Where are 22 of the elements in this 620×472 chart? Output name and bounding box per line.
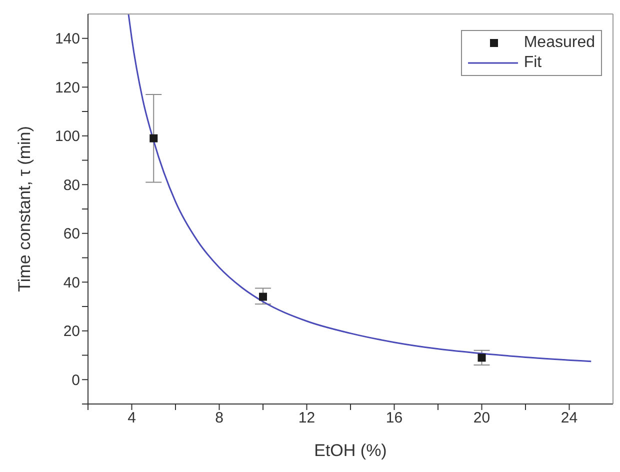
x-tick-label: 20	[473, 410, 490, 427]
x-tick-label: 4	[128, 410, 136, 427]
point	[150, 134, 158, 142]
x-tick-label: 8	[215, 410, 224, 427]
x-axis-title: EtOH (%)	[314, 441, 387, 460]
y-tick-label: 140	[54, 30, 80, 48]
y-tick-label: 60	[63, 226, 80, 243]
y-tick-label: 120	[54, 79, 80, 96]
x-tick-label: 24	[560, 410, 578, 427]
legend-label: Fit	[524, 54, 542, 72]
y-tick-label: 100	[54, 128, 80, 146]
y-tick-label: 0	[72, 372, 80, 389]
x-tick-label: 16	[386, 410, 403, 427]
point	[259, 292, 267, 301]
x-tick-label: 12	[298, 410, 316, 427]
point	[478, 354, 486, 362]
y-tick-label: 20	[63, 323, 80, 340]
legend-label: Measured	[524, 34, 595, 52]
y-tick-label: 80	[63, 176, 80, 194]
line-series	[128, 14, 592, 362]
y-axis-title: Time constant, τ (min)	[15, 126, 34, 292]
y-tick-label: 40	[63, 274, 80, 292]
